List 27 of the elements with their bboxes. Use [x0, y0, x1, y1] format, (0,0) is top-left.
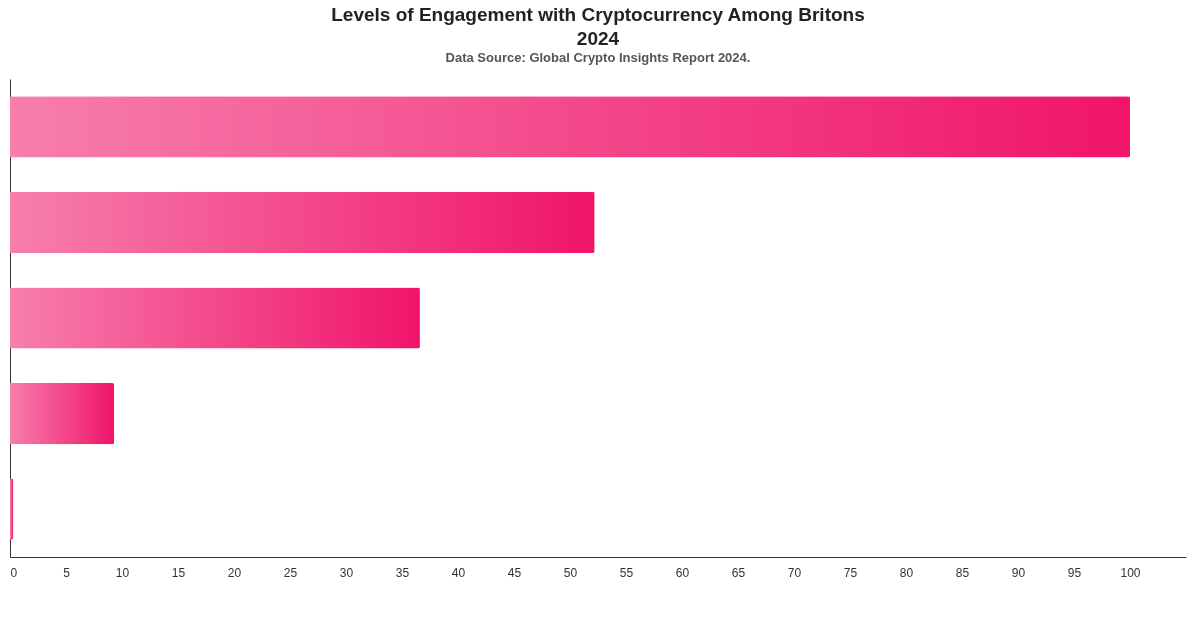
x-tick-label: 5: [63, 565, 71, 580]
bar: [10, 96, 1130, 158]
bar: [10, 383, 115, 445]
x-tick-label: 20: [227, 565, 242, 580]
x-tick-label: 60: [675, 565, 690, 580]
x-tick-label: 35: [395, 565, 410, 580]
x-tick-label: 100: [1120, 565, 1141, 580]
x-tick-label: 65: [731, 565, 746, 580]
x-tick-label: 40: [451, 565, 466, 580]
x-tick-label: 25: [283, 565, 298, 580]
bar: [10, 287, 420, 349]
x-tick-label: 90: [1011, 565, 1026, 580]
x-tick-label: 15: [171, 565, 186, 580]
x-tick-label: 70: [787, 565, 802, 580]
x-tick-label: 55: [619, 565, 634, 580]
x-tick-label: 80: [899, 565, 914, 580]
x-tick-label: 75: [843, 565, 858, 580]
x-tick-label: 95: [1067, 565, 1082, 580]
x-tick-label: 50: [563, 565, 578, 580]
x-tick-label: 45: [507, 565, 522, 580]
x-tick-label: 10: [115, 565, 130, 580]
x-tick-label: 0: [10, 565, 18, 580]
x-tick-label: 85: [955, 565, 970, 580]
source-note: Data Source: Global Crypto Insights Report 2024.: [445, 50, 751, 65]
x-tick-label: 30: [339, 565, 354, 580]
chart-title: Levels of Engagement with Cryptocurrency Among Britons 2024: [331, 4, 865, 49]
bar: [10, 191, 595, 253]
